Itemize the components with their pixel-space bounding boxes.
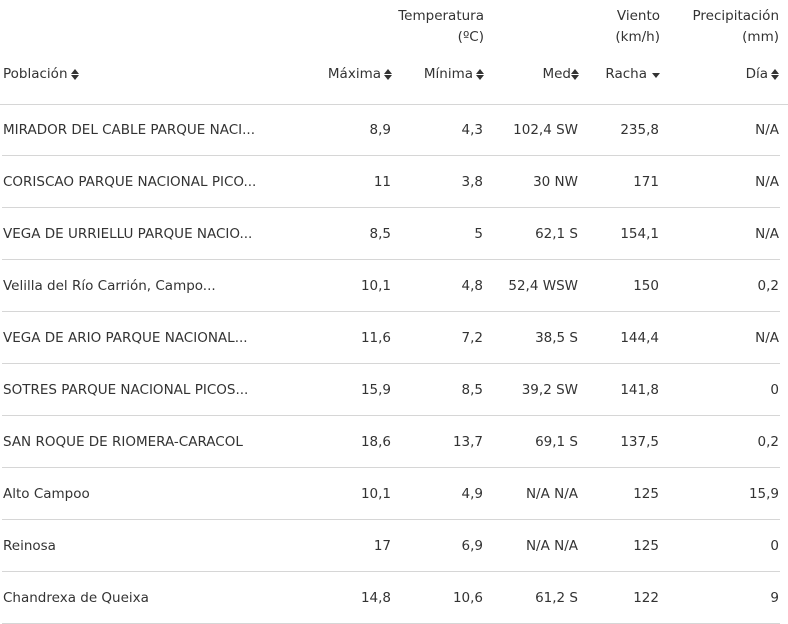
cell-dia: N/A <box>755 330 779 346</box>
cell-dia: 0,2 <box>757 434 779 450</box>
cell-minima: 7,2 <box>461 330 483 346</box>
cell-med: 30 NW <box>533 174 578 190</box>
cell-poblacion: Alto Campoo <box>3 486 90 502</box>
cell-racha: 125 <box>633 486 659 502</box>
column-label: Mínima <box>423 66 473 82</box>
table-row: Chandrexa de Queixa 14,8 10,6 61,2 S 122 9 <box>2 572 780 624</box>
cell-med: 61,2 S <box>535 590 578 606</box>
cell-poblacion: CORISCAO PARQUE NACIONAL PICO... <box>3 174 257 190</box>
cell-minima: 6,9 <box>461 538 483 554</box>
sort-icon[interactable] <box>70 68 79 80</box>
cell-med: N/A N/A <box>525 486 578 502</box>
column-header-poblacion[interactable]: Población <box>3 64 79 84</box>
cell-dia: N/A <box>755 122 779 138</box>
cell-poblacion: SAN ROQUE DE RIOMERA-CARACOL <box>3 434 243 450</box>
cell-minima: 3,8 <box>461 174 483 190</box>
cell-poblacion: MIRADOR DEL CABLE PARQUE NACI... <box>3 122 255 138</box>
cell-minima: 10,6 <box>452 590 483 606</box>
cell-minima: 5 <box>474 226 483 242</box>
cell-med: 38,5 S <box>535 330 578 346</box>
table-row: MIRADOR DEL CABLE PARQUE NACI... 8,9 4,3 10… <box>2 104 780 156</box>
cell-maxima: 14,8 <box>360 590 391 606</box>
table-row: Velilla del Río Carrión, Campo... 10,1 4,8… <box>2 260 780 312</box>
cell-racha: 137,5 <box>620 434 659 450</box>
cell-poblacion: Reinosa <box>3 538 56 554</box>
sort-icon[interactable] <box>771 68 779 80</box>
cell-med: 62,1 S <box>535 226 578 242</box>
group-title: Precipitación <box>692 8 779 24</box>
table-row: Reinosa 17 6,9 N/A N/A 125 0 <box>2 520 780 572</box>
column-header-maxima[interactable]: Máxima <box>328 64 392 84</box>
table-header: Temperatura (ºC) Viento (km/h) Precipita… <box>0 0 788 105</box>
cell-minima: 8,5 <box>461 382 483 398</box>
group-unit: (mm) <box>742 29 779 45</box>
column-label: Med <box>542 66 571 82</box>
cell-racha: 154,1 <box>620 226 659 242</box>
cell-minima: 13,7 <box>452 434 483 450</box>
cell-racha: 144,4 <box>620 330 659 346</box>
column-label: Población <box>3 66 68 82</box>
cell-poblacion: Velilla del Río Carrión, Campo... <box>3 278 216 294</box>
table-row: SAN ROQUE DE RIOMERA-CARACOL 18,6 13,7 69,1… <box>2 416 780 468</box>
cell-maxima: 10,1 <box>360 486 391 502</box>
cell-dia: 0 <box>770 538 779 554</box>
table-row: VEGA DE ARIO PARQUE NACIONAL... 11,6 7,2 38… <box>2 312 780 364</box>
table-row: Alto Campoo 10,1 4,9 N/A N/A 125 15,9 <box>2 468 780 520</box>
column-header-racha[interactable]: Racha <box>605 64 660 84</box>
cell-maxima: 8,9 <box>369 122 391 138</box>
cell-poblacion: SOTRES PARQUE NACIONAL PICOS... <box>3 382 249 398</box>
table-row: CORISCAO PARQUE NACIONAL PICO... 11 3,8 30 … <box>2 156 780 208</box>
cell-maxima: 11,6 <box>360 330 391 346</box>
cell-racha: 122 <box>633 590 659 606</box>
group-title: Viento <box>616 8 660 24</box>
cell-med: N/A N/A <box>525 538 578 554</box>
sort-icon[interactable] <box>384 68 392 80</box>
cell-racha: 125 <box>633 538 659 554</box>
cell-minima: 4,9 <box>461 486 483 502</box>
group-header-temperatura: Temperatura (ºC) <box>398 6 484 48</box>
cell-maxima: 10,1 <box>360 278 391 294</box>
cell-minima: 4,8 <box>461 278 483 294</box>
cell-maxima: 15,9 <box>360 382 391 398</box>
cell-dia: 15,9 <box>748 486 779 502</box>
cell-maxima: 18,6 <box>360 434 391 450</box>
cell-minima: 4,3 <box>461 122 483 138</box>
cell-dia: N/A <box>755 174 779 190</box>
cell-dia: 0 <box>770 382 779 398</box>
cell-racha: 235,8 <box>620 122 659 138</box>
column-label: Máxima <box>327 66 381 82</box>
cell-maxima: 8,5 <box>369 226 391 242</box>
group-unit: (km/h) <box>615 29 660 45</box>
column-label: Racha <box>605 66 647 82</box>
column-header-minima[interactable]: Mínima <box>424 64 484 84</box>
cell-racha: 171 <box>633 174 659 190</box>
sort-descending-icon[interactable] <box>652 73 660 78</box>
cell-med: 102,4 SW <box>513 122 578 138</box>
cell-poblacion: Chandrexa de Queixa <box>3 590 149 606</box>
column-label: Día <box>745 66 768 82</box>
cell-dia: 0,2 <box>757 278 779 294</box>
table-row: SOTRES PARQUE NACIONAL PICOS... 15,9 8,5 39… <box>2 364 780 416</box>
cell-maxima: 17 <box>373 538 391 554</box>
group-title: Temperatura <box>398 8 484 24</box>
cell-dia: 9 <box>770 590 779 606</box>
cell-poblacion: VEGA DE ARIO PARQUE NACIONAL... <box>3 330 248 346</box>
cell-poblacion: VEGA DE URRIELLU PARQUE NACIO... <box>3 226 253 242</box>
group-unit: (ºC) <box>457 29 484 45</box>
group-header-viento: Viento (km/h) <box>615 6 660 48</box>
cell-med: 39,2 SW <box>521 382 578 398</box>
cell-dia: N/A <box>755 226 779 242</box>
sort-icon[interactable] <box>571 68 579 80</box>
cell-med: 69,1 S <box>535 434 578 450</box>
column-header-dia[interactable]: Día <box>746 64 779 84</box>
sort-icon[interactable] <box>476 68 484 80</box>
cell-racha: 141,8 <box>620 382 659 398</box>
cell-maxima: 11 <box>373 174 391 190</box>
table-row: VEGA DE URRIELLU PARQUE NACIO... 8,5 5 62,1… <box>2 208 780 260</box>
cell-racha: 150 <box>633 278 659 294</box>
group-header-precipitacion: Precipitación (mm) <box>692 6 779 48</box>
column-header-med[interactable]: Med <box>542 64 579 84</box>
cell-med: 52,4 WSW <box>508 278 578 294</box>
